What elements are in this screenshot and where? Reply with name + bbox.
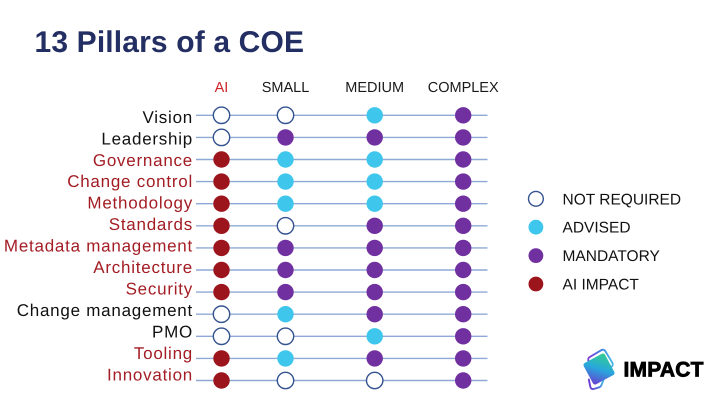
svg-text:COMPLEX: COMPLEX [428, 80, 499, 96]
svg-text:Change control: Change control [67, 172, 193, 191]
svg-text:Leadership: Leadership [101, 129, 193, 148]
svg-text:Innovation: Innovation [107, 365, 193, 384]
svg-text:MANDATORY: MANDATORY [563, 248, 660, 265]
svg-text:Governance: Governance [93, 151, 193, 170]
svg-text:IMPACT: IMPACT [624, 359, 704, 382]
svg-text:Metadata management: Metadata management [4, 237, 193, 256]
svg-text:13 Pillars of a COE: 13 Pillars of a COE [35, 26, 305, 59]
svg-text:Standards: Standards [109, 215, 193, 234]
svg-text:SMALL: SMALL [262, 80, 310, 96]
svg-text:Security: Security [126, 280, 193, 299]
svg-text:Tooling: Tooling [134, 344, 193, 363]
svg-text:Vision: Vision [143, 108, 194, 127]
svg-text:Change management: Change management [17, 301, 193, 320]
svg-text:Architecture: Architecture [93, 258, 193, 277]
svg-text:AI: AI [215, 80, 229, 96]
svg-text:Methodology: Methodology [87, 194, 193, 213]
svg-text:PMO: PMO [152, 322, 193, 341]
svg-text:MEDIUM: MEDIUM [345, 80, 404, 96]
svg-text:NOT REQUIRED: NOT REQUIRED [563, 191, 682, 208]
svg-text:ADVISED: ADVISED [563, 220, 631, 237]
svg-text:AI IMPACT: AI IMPACT [563, 277, 640, 294]
